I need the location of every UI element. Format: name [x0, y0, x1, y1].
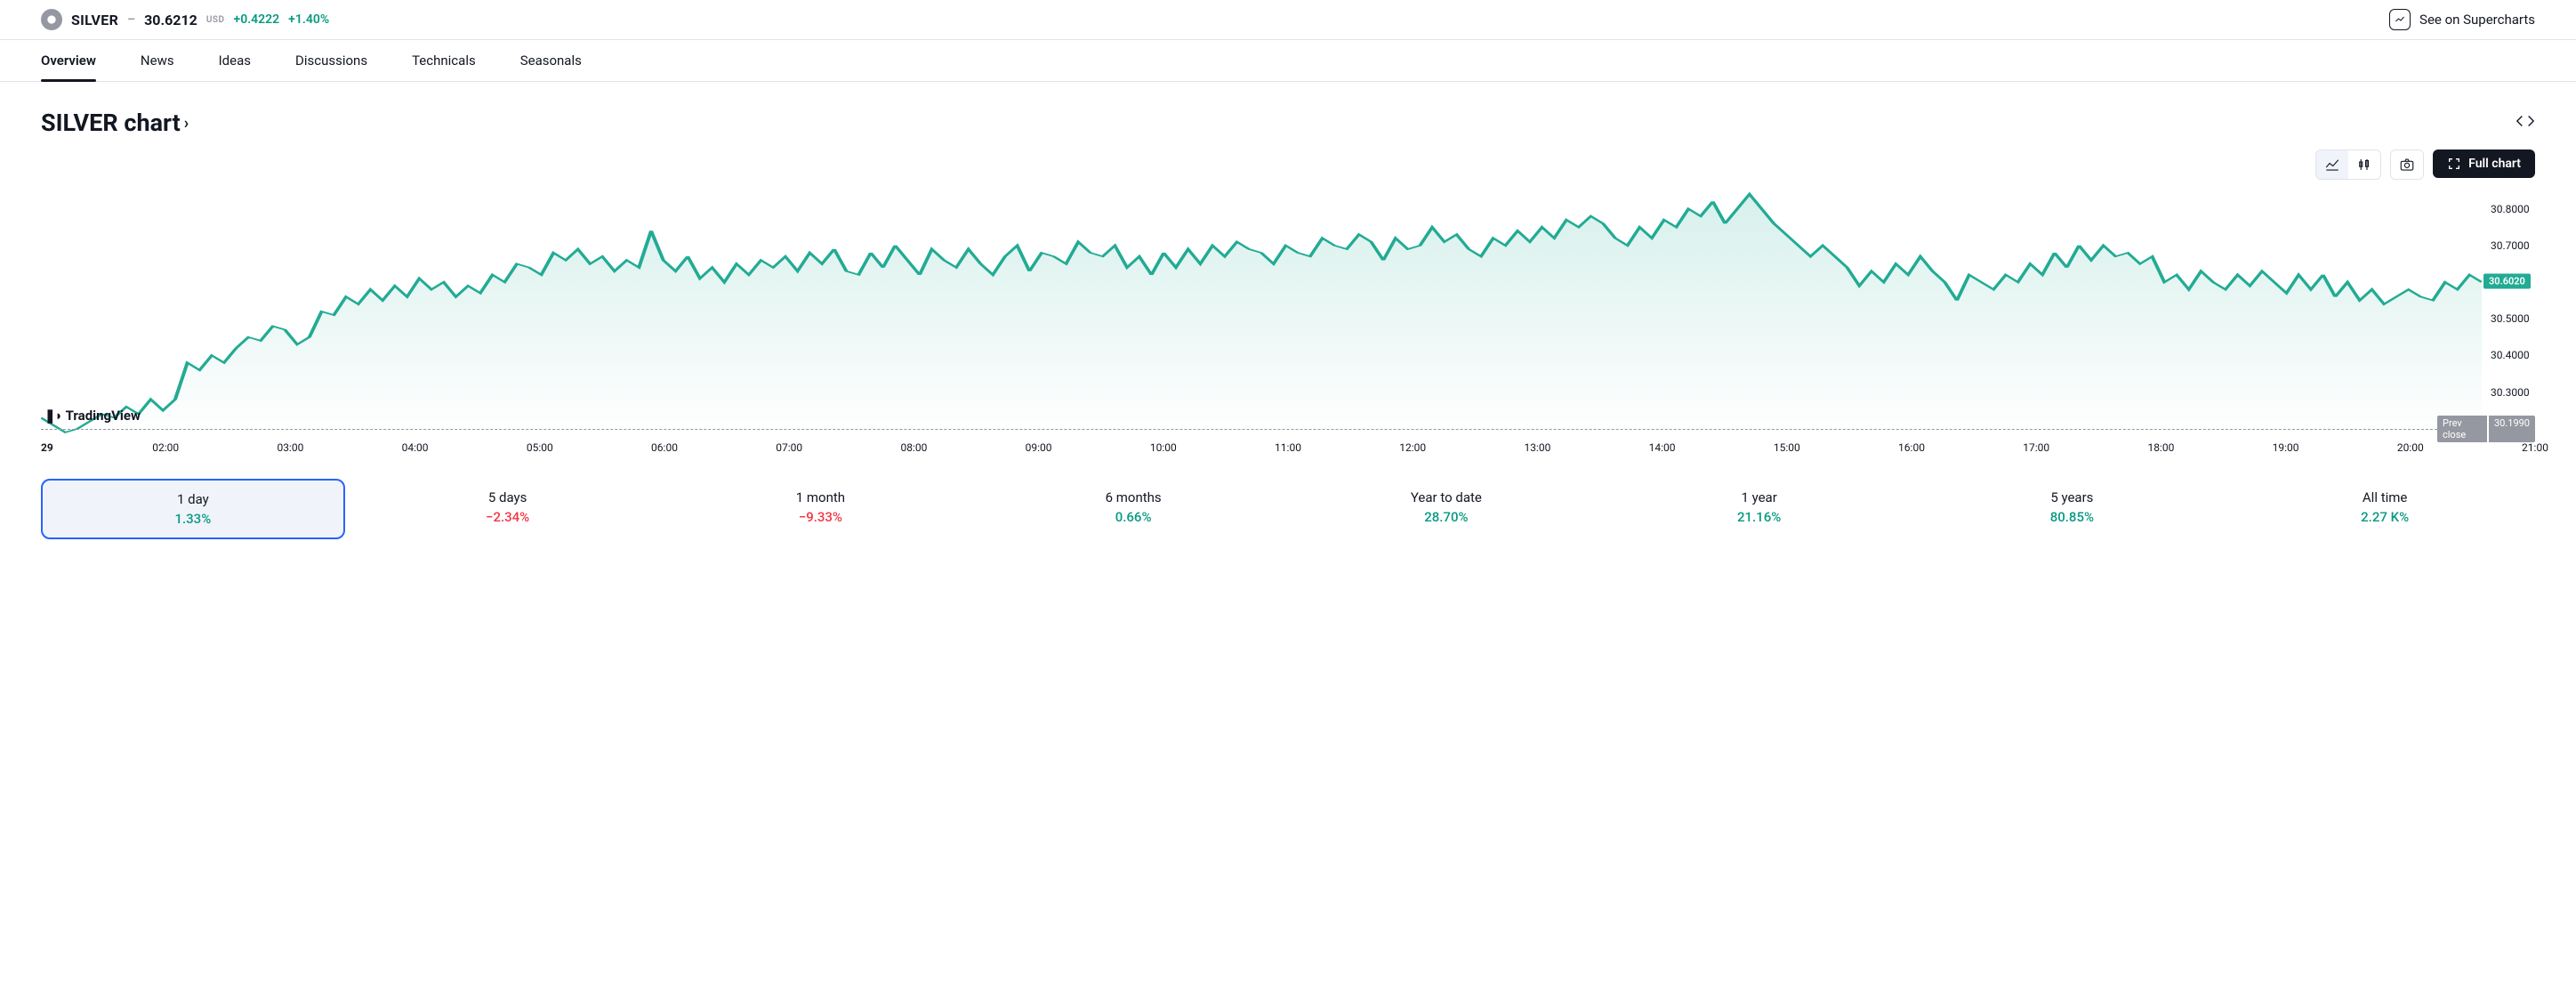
y-axis: 30.300030.400030.500030.600030.700030.80… — [2482, 187, 2535, 436]
timeframe-value: 28.70% — [1303, 509, 1590, 525]
y-tick: 30.3000 — [2491, 386, 2530, 399]
x-tick: 05:00 — [527, 441, 553, 454]
prev-close-line — [41, 429, 2482, 430]
timeframe-1-month[interactable]: 1 month −9.33% — [671, 479, 971, 539]
timeframe-5-days[interactable]: 5 days −2.34% — [358, 479, 658, 539]
x-tick: 06:00 — [651, 441, 678, 454]
timeframe-label: All time — [2242, 489, 2528, 505]
x-tick: 07:00 — [776, 441, 802, 454]
x-tick: 08:00 — [900, 441, 927, 454]
snapshot-button[interactable] — [2391, 150, 2423, 179]
symbol-logo — [41, 9, 62, 30]
chart-type-toggle — [2315, 149, 2381, 180]
currency-label: USD — [206, 15, 225, 25]
timeframe-value: 21.16% — [1616, 509, 1903, 525]
supercharts-icon — [2389, 9, 2411, 30]
area-chart-button[interactable] — [2316, 150, 2348, 179]
tab-ideas[interactable]: Ideas — [219, 40, 251, 81]
timeframe-value: 80.85% — [1929, 509, 2216, 525]
chart-toolbar: Full chart — [41, 149, 2535, 180]
y-tick: 30.4000 — [2491, 349, 2530, 361]
x-tick: 29 — [41, 441, 53, 454]
chart-header: SILVER chart › — [41, 109, 2535, 137]
x-tick: 09:00 — [1026, 441, 1052, 454]
embed-code-button[interactable] — [2516, 111, 2535, 134]
timeframe-label: Year to date — [1303, 489, 1590, 505]
separator-dash: – — [127, 12, 135, 27]
timeframe-label: 5 years — [1929, 489, 2216, 505]
x-tick: 18:00 — [2147, 441, 2174, 454]
timeframe-value: 2.27 K% — [2242, 509, 2528, 525]
x-tick: 21:00 — [2522, 441, 2548, 454]
timeframe-label: 1 month — [678, 489, 964, 505]
x-tick: 19:00 — [2273, 441, 2299, 454]
supercharts-link[interactable]: See on Supercharts — [2389, 9, 2535, 30]
tradingview-watermark: ❚◗ TradingView — [44, 408, 141, 424]
tab-discussions[interactable]: Discussions — [295, 40, 367, 81]
tradingview-logo-icon: ❚◗ — [44, 408, 62, 424]
x-tick: 20:00 — [2397, 441, 2424, 454]
chart-section: SILVER chart › Full chart — [0, 82, 2576, 465]
x-tick: 14:00 — [1649, 441, 1676, 454]
x-axis: 29 02:00 03:00 04:00 05:00 06:00 07:00 08:00 09:… — [41, 441, 2535, 456]
nav-tabs: Overview News Ideas Discussions Technicals Se… — [0, 40, 2576, 82]
chart-area[interactable]: ❚◗ TradingView 30.3000 30.4000 30.5000 30.6… — [41, 187, 2535, 436]
timeframe-all-time[interactable]: All time 2.27 K% — [2234, 479, 2535, 539]
x-tick: 03:00 — [277, 441, 303, 454]
timeframe-1-day[interactable]: 1 day 1.33% — [41, 479, 345, 539]
symbol-info: SILVER – 30.6212 USD +0.4222 +1.40% — [41, 9, 329, 30]
timeframe-value: −9.33% — [678, 509, 964, 525]
timeframe-label: 5 days — [365, 489, 651, 505]
change-absolute: +0.4222 — [234, 12, 280, 27]
x-tick: 15:00 — [1774, 441, 1800, 454]
x-tick: 10:00 — [1150, 441, 1177, 454]
timeframe-label: 1 year — [1616, 489, 1903, 505]
last-price: 30.6212 — [144, 12, 197, 28]
change-percent: +1.40% — [288, 12, 329, 27]
full-chart-button[interactable]: Full chart — [2433, 149, 2535, 178]
y-tick: 30.5000 — [2491, 312, 2530, 325]
chevron-right-icon: › — [184, 114, 189, 133]
y-tick: 30.7000 — [2491, 239, 2530, 252]
tab-technicals[interactable]: Technicals — [412, 40, 476, 81]
x-tick: 02:00 — [152, 441, 179, 454]
timeframe-selector: 1 day 1.33% 5 days −2.34% 1 month −9.33% 6 mon… — [0, 465, 2576, 557]
x-tick: 17:00 — [2023, 441, 2049, 454]
tab-news[interactable]: News — [141, 40, 174, 81]
timeframe-year-to-date[interactable]: Year to date 28.70% — [1296, 479, 1597, 539]
timeframe-label: 1 day — [50, 491, 336, 507]
prev-close-badge: Prev close30.1990 — [2437, 416, 2535, 442]
current-price-badge: 30.6020 — [2483, 274, 2531, 289]
snapshot-group — [2390, 149, 2424, 180]
timeframe-value: 1.33% — [50, 511, 336, 527]
chart-title[interactable]: SILVER chart › — [41, 109, 189, 137]
timeframe-value: 0.66% — [990, 509, 1276, 525]
candlestick-chart-button[interactable] — [2348, 150, 2380, 179]
watermark-text: TradingView — [66, 408, 141, 424]
timeframe-6-months[interactable]: 6 months 0.66% — [983, 479, 1284, 539]
y-tick: 30.8000 — [2491, 203, 2530, 215]
symbol-name[interactable]: SILVER — [71, 12, 118, 28]
symbol-header: SILVER – 30.6212 USD +0.4222 +1.40% See … — [0, 0, 2576, 40]
x-tick: 13:00 — [1524, 441, 1550, 454]
full-chart-label: Full chart — [2468, 157, 2521, 171]
timeframe-5-years[interactable]: 5 years 80.85% — [1922, 479, 2223, 539]
chart-plot[interactable]: ❚◗ TradingView — [41, 187, 2482, 436]
tab-overview[interactable]: Overview — [41, 40, 96, 81]
timeframe-1-year[interactable]: 1 year 21.16% — [1609, 479, 1910, 539]
x-tick: 16:00 — [1898, 441, 1925, 454]
x-tick: 12:00 — [1399, 441, 1426, 454]
x-tick: 04:00 — [402, 441, 429, 454]
timeframe-value: −2.34% — [365, 509, 651, 525]
supercharts-label: See on Supercharts — [2419, 12, 2535, 28]
chart-title-text: SILVER chart — [41, 109, 181, 137]
x-tick: 11:00 — [1275, 441, 1301, 454]
timeframe-label: 6 months — [990, 489, 1276, 505]
tab-seasonals[interactable]: Seasonals — [520, 40, 582, 81]
